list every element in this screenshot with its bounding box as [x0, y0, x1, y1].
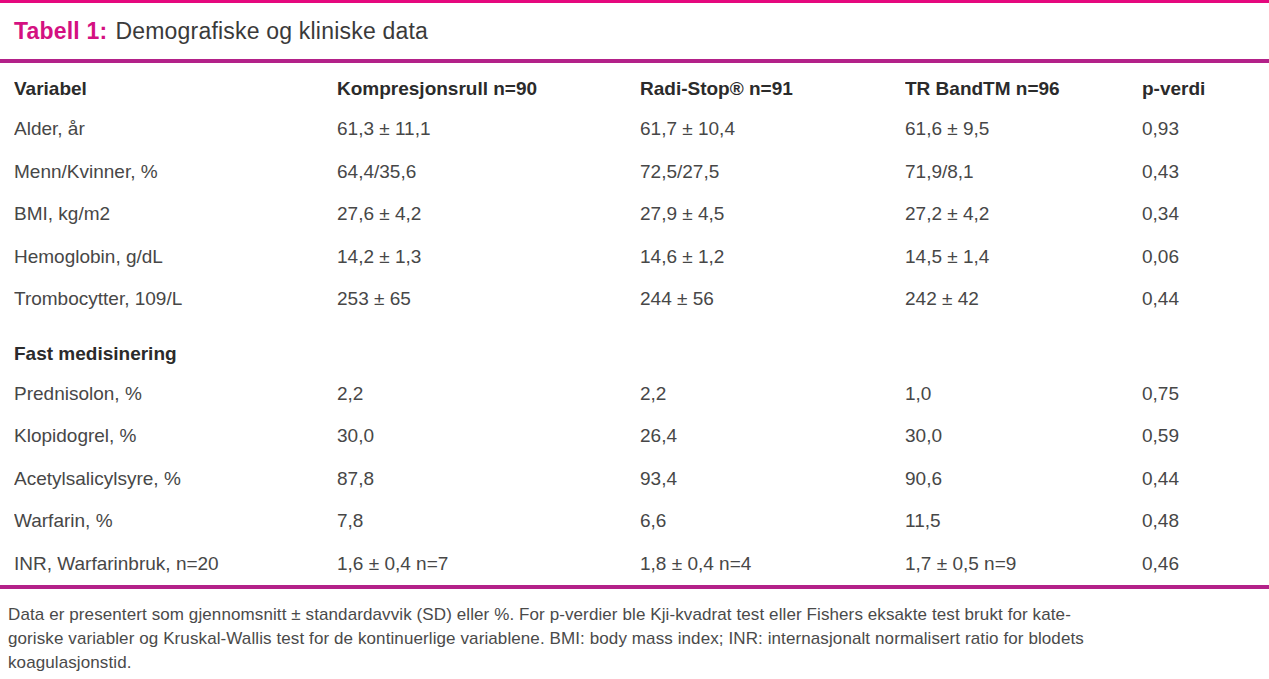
table-title-text: Demografiske og kliniske data: [115, 18, 428, 45]
cell-value: 93,4: [640, 468, 905, 490]
table-title: Tabell 1: Demografiske og kliniske data: [0, 3, 1269, 59]
cell-value: 61,6 ± 9,5: [905, 118, 1142, 140]
table-row: Trombocytter, 109/L253 ± 65244 ± 56242 ±…: [14, 278, 1263, 321]
cell-value: 14,2 ± 1,3: [337, 246, 640, 268]
cell-value: 61,3 ± 11,1: [337, 118, 640, 140]
cell-value: 0,46: [1142, 553, 1263, 575]
table-body: Alder, år61,3 ± 11,161,7 ± 10,461,6 ± 9,…: [14, 108, 1263, 585]
cell-value: 244 ± 56: [640, 288, 905, 310]
cell-value: 27,2 ± 4,2: [905, 203, 1142, 225]
row-label: Alder, år: [14, 118, 337, 140]
cell-value: 27,9 ± 4,5: [640, 203, 905, 225]
column-header: Kompresjonsrull n=90: [337, 72, 640, 100]
table-row: INR, Warfarinbruk, n=201,6 ± 0,4 n=71,8 …: [14, 543, 1263, 586]
cell-value: 1,6 ± 0,4 n=7: [337, 553, 640, 575]
table-row: Hemoglobin, g/dL14,2 ± 1,314,6 ± 1,214,5…: [14, 236, 1263, 279]
cell-value: 0,75: [1142, 383, 1263, 405]
table-figure: Tabell 1: Demografiske og kliniske data …: [0, 0, 1269, 679]
cell-value: 64,4/35,6: [337, 161, 640, 183]
cell-value: 14,5 ± 1,4: [905, 246, 1142, 268]
section-header-row: Fast medisinering: [14, 321, 1263, 373]
cell-value: 253 ± 65: [337, 288, 640, 310]
footnote-line: koagulasjonstid.: [8, 651, 1259, 675]
cell-value: 242 ± 42: [905, 288, 1142, 310]
table-number-label: Tabell 1:: [14, 18, 107, 45]
cell-value: 6,6: [640, 510, 905, 532]
column-header: Variabel: [14, 72, 337, 100]
row-label: BMI, kg/m2: [14, 203, 337, 225]
demographics-table: VariabelKompresjonsrull n=90Radi-Stop® n…: [0, 63, 1269, 585]
cell-value: 0,06: [1142, 246, 1263, 268]
cell-value: 0,48: [1142, 510, 1263, 532]
cell-value: 2,2: [640, 383, 905, 405]
cell-value: 11,5: [905, 510, 1142, 532]
cell-value: 30,0: [337, 425, 640, 447]
row-label: Menn/Kvinner, %: [14, 161, 337, 183]
table-row: Acetylsalicylsyre, %87,893,490,60,44: [14, 458, 1263, 501]
cell-value: 2,2: [337, 383, 640, 405]
table-footnote: Data er presentert som gjennomsnitt ± st…: [0, 589, 1269, 675]
table-row: Menn/Kvinner, %64,4/35,672,5/27,571,9/8,…: [14, 151, 1263, 194]
cell-value: 1,7 ± 0,5 n=9: [905, 553, 1142, 575]
cell-value: 0,34: [1142, 203, 1263, 225]
cell-value: 30,0: [905, 425, 1142, 447]
cell-value: 1,8 ± 0,4 n=4: [640, 553, 905, 575]
cell-value: 26,4: [640, 425, 905, 447]
row-label: Hemoglobin, g/dL: [14, 246, 337, 268]
cell-value: 0,43: [1142, 161, 1263, 183]
cell-value: 72,5/27,5: [640, 161, 905, 183]
table-row: Prednisolon, %2,22,21,00,75: [14, 373, 1263, 416]
cell-value: 0,59: [1142, 425, 1263, 447]
table-row: BMI, kg/m227,6 ± 4,227,9 ± 4,527,2 ± 4,2…: [14, 193, 1263, 236]
row-label: Prednisolon, %: [14, 383, 337, 405]
row-label: Warfarin, %: [14, 510, 337, 532]
table-header-row: VariabelKompresjonsrull n=90Radi-Stop® n…: [14, 63, 1263, 108]
table-row: Warfarin, %7,86,611,50,48: [14, 500, 1263, 543]
row-label: Trombocytter, 109/L: [14, 288, 337, 310]
cell-value: 7,8: [337, 510, 640, 532]
footnote-line: goriske variabler og Kruskal-Wallis test…: [8, 627, 1259, 651]
cell-value: 1,0: [905, 383, 1142, 405]
cell-value: 87,8: [337, 468, 640, 490]
column-header: p-verdi: [1142, 72, 1263, 100]
cell-value: 0,44: [1142, 288, 1263, 310]
cell-value: 27,6 ± 4,2: [337, 203, 640, 225]
table-row: Klopidogrel, %30,026,430,00,59: [14, 415, 1263, 458]
cell-value: 90,6: [905, 468, 1142, 490]
table-row: Alder, år61,3 ± 11,161,7 ± 10,461,6 ± 9,…: [14, 108, 1263, 151]
row-label: Acetylsalicylsyre, %: [14, 468, 337, 490]
cell-value: 14,6 ± 1,2: [640, 246, 905, 268]
column-header: Radi-Stop® n=91: [640, 72, 905, 100]
cell-value: 71,9/8,1: [905, 161, 1142, 183]
row-label: Klopidogrel, %: [14, 425, 337, 447]
cell-value: 0,93: [1142, 118, 1263, 140]
row-label: INR, Warfarinbruk, n=20: [14, 553, 337, 575]
section-heading: Fast medisinering: [14, 343, 337, 373]
column-header: TR BandTM n=96: [905, 72, 1142, 100]
cell-value: 0,44: [1142, 468, 1263, 490]
footnote-line: Data er presentert som gjennomsnitt ± st…: [8, 603, 1259, 627]
cell-value: 61,7 ± 10,4: [640, 118, 905, 140]
